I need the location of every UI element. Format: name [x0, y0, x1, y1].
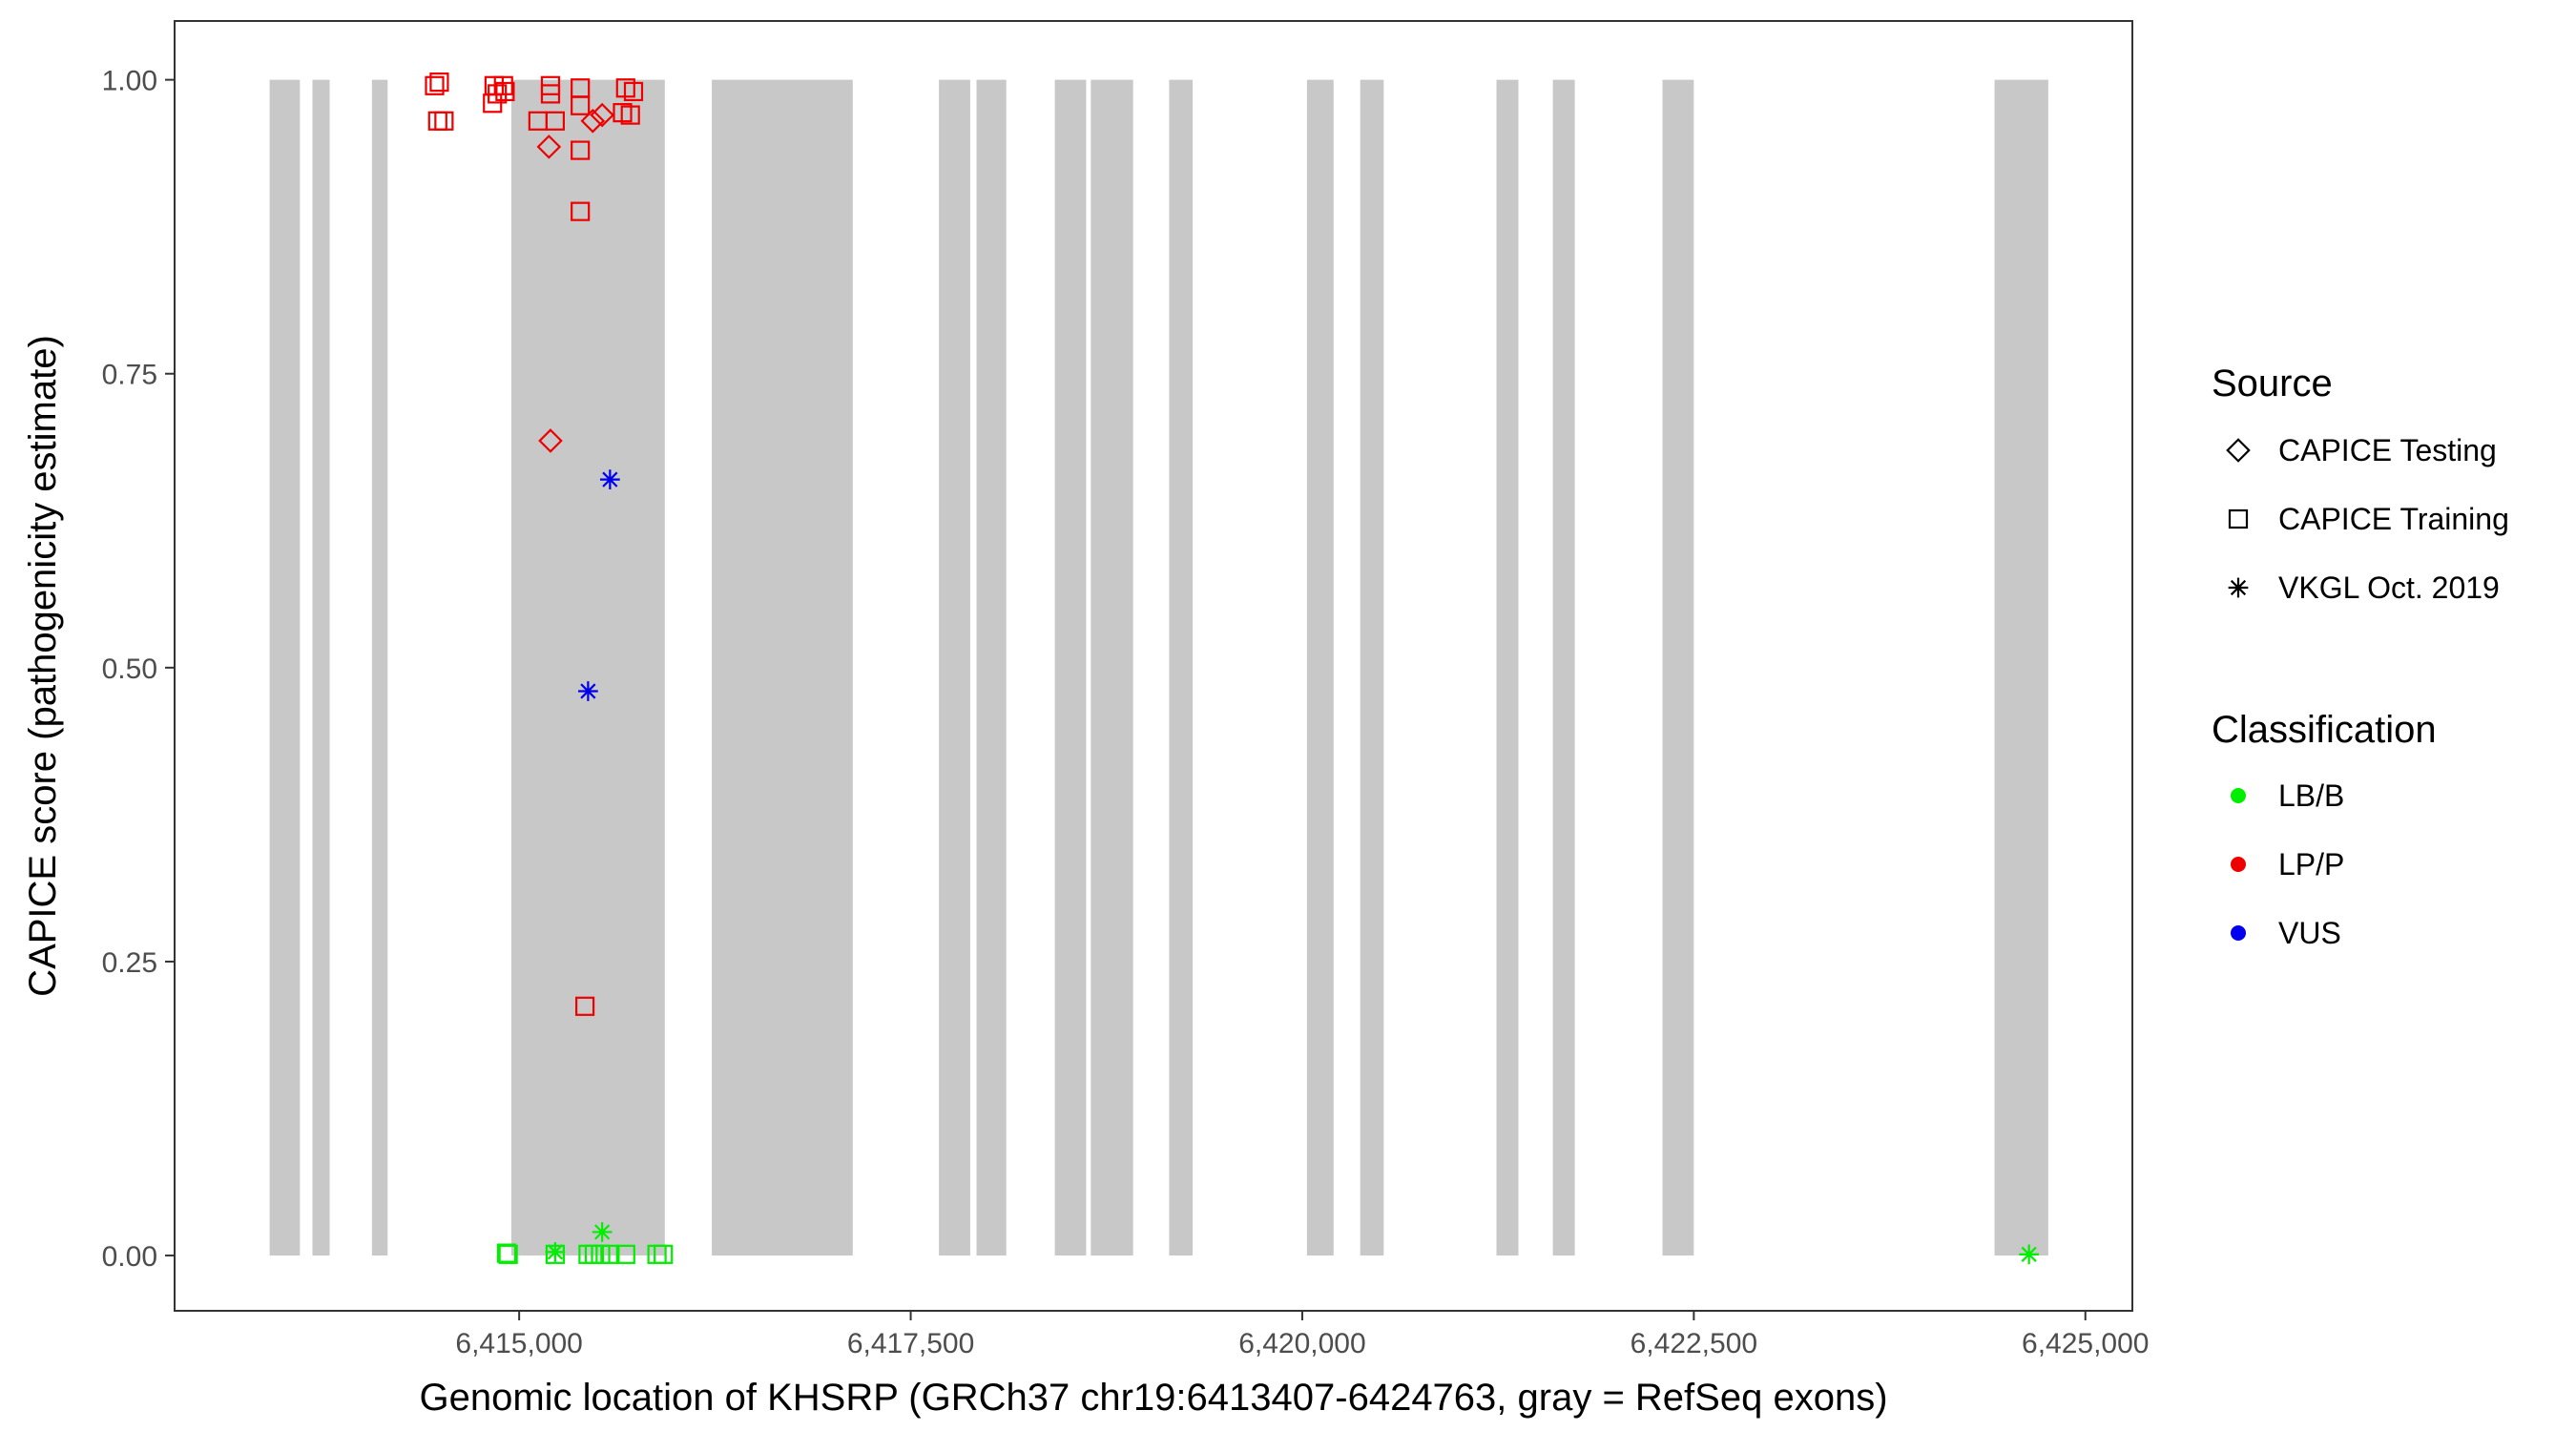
data-point	[590, 102, 614, 128]
data-point	[493, 75, 513, 95]
exon-band	[269, 79, 301, 1256]
exon-band	[1496, 79, 1519, 1256]
exon-band	[1169, 79, 1194, 1256]
data-point	[545, 1242, 566, 1262]
exon-bands	[269, 79, 2048, 1256]
data-point	[623, 81, 644, 102]
data-point	[427, 111, 447, 131]
y-tick-label: 0.25	[102, 947, 157, 979]
x-tick-label: 6,417,500	[847, 1328, 974, 1359]
y-tick-label: 0.75	[102, 360, 157, 391]
x-tick-label: 6,422,500	[1631, 1328, 1757, 1359]
exon-band	[1091, 79, 1133, 1256]
data-point	[495, 81, 515, 102]
exon-band	[312, 79, 330, 1256]
data-point	[429, 72, 449, 93]
exon-band	[1054, 79, 1087, 1256]
y-tick-label: 0.50	[102, 653, 157, 685]
data-point	[496, 1243, 517, 1263]
exon-band	[510, 79, 665, 1256]
legend-source-label: CAPICE Training	[2278, 502, 2509, 536]
axes: 6,415,000 6,417,500 6,420,000 6,422,500 6,42…	[102, 66, 2150, 1359]
data-point	[2019, 1244, 2039, 1265]
data-point	[571, 201, 591, 221]
exon-band	[1306, 79, 1334, 1256]
data-points	[425, 72, 2039, 1265]
data-point	[600, 469, 620, 490]
legend-source-title: Source	[2212, 363, 2333, 404]
legend-source-label: VKGL Oct. 2019	[2278, 570, 2500, 605]
data-point	[536, 135, 562, 159]
exon-band	[1360, 79, 1384, 1256]
data-point	[578, 681, 598, 701]
plot-panel-border	[174, 20, 2133, 1312]
legend-class-label: LB/B	[2278, 778, 2344, 813]
legend-class-key	[2231, 857, 2246, 872]
data-point	[580, 108, 606, 134]
legend-class-label: LP/P	[2278, 847, 2344, 881]
legend-class-key	[2231, 788, 2246, 803]
data-point	[654, 1244, 674, 1264]
exon-band	[976, 79, 1007, 1256]
data-point	[600, 1244, 620, 1264]
y-axis-title: CAPICE score (pathogenicity estimate)	[22, 335, 64, 997]
data-point	[571, 95, 591, 115]
y-tick-label: 0.00	[102, 1241, 157, 1273]
data-point	[540, 84, 561, 104]
legend-source-key	[2228, 508, 2249, 529]
exon-band	[939, 79, 970, 1256]
data-point	[545, 111, 566, 131]
data-point	[498, 1244, 518, 1264]
data-point	[574, 996, 595, 1016]
legend-class-label: VUS	[2278, 916, 2341, 950]
data-point	[425, 75, 445, 95]
x-tick-label: 6,415,000	[455, 1328, 582, 1359]
legend-source-key	[2226, 438, 2251, 463]
exon-band	[1662, 79, 1694, 1256]
data-point	[483, 93, 503, 114]
exon-band	[1994, 79, 2048, 1256]
exon-band	[712, 79, 853, 1256]
x-axis-title: Genomic location of KHSRP (GRCh37 chr19:…	[419, 1377, 1887, 1419]
data-point	[592, 1222, 613, 1242]
legend-class-key	[2231, 925, 2246, 941]
x-tick-label: 6,420,000	[1238, 1328, 1365, 1359]
legend-source-label: CAPICE Testing	[2278, 433, 2497, 467]
legend-classification-title: Classification	[2212, 709, 2437, 751]
exon-band	[371, 79, 388, 1256]
x-tick-label: 6,425,000	[2022, 1328, 2149, 1359]
data-point	[571, 140, 591, 160]
data-point	[620, 105, 640, 125]
legend: Source Classification CAPICE Testing CAPI…	[2212, 363, 2509, 950]
exon-band	[1552, 79, 1575, 1256]
legend-source-key	[2228, 577, 2249, 598]
data-point	[538, 428, 563, 453]
data-point	[434, 111, 454, 131]
y-tick-label: 1.00	[102, 66, 157, 97]
data-point	[615, 1244, 635, 1264]
